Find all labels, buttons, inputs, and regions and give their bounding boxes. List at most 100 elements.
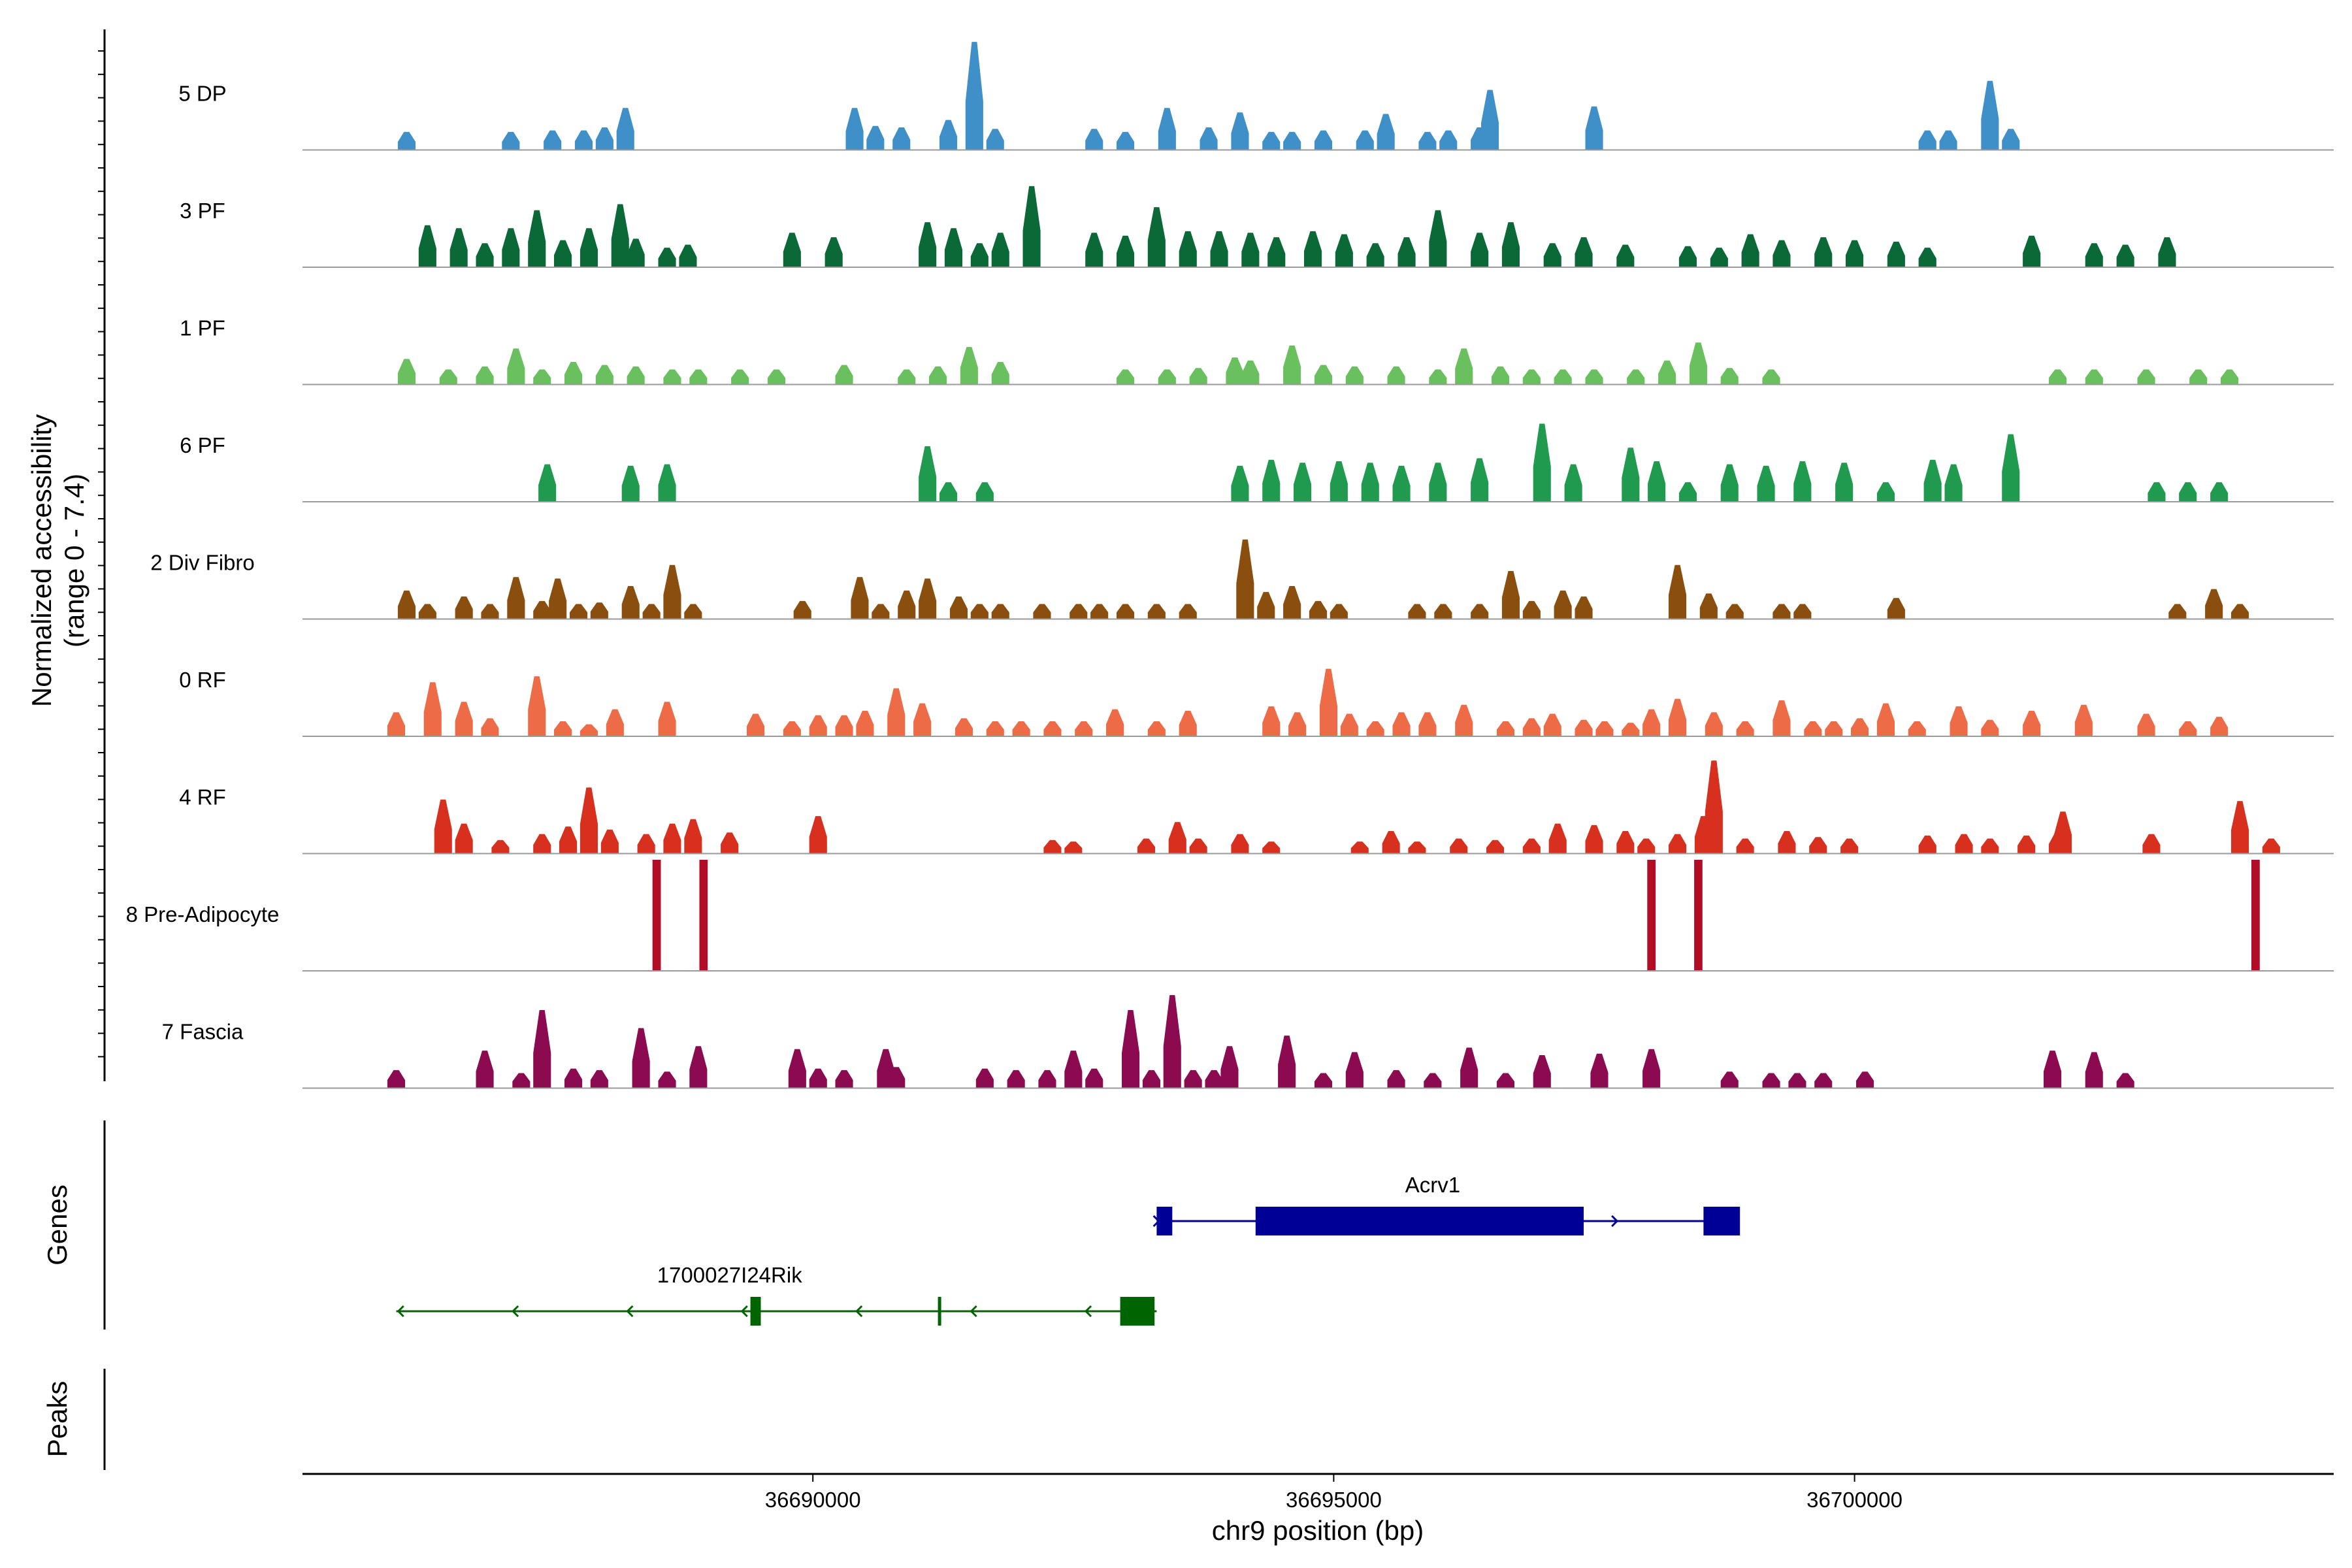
coverage-peak: [1809, 837, 1827, 854]
coverage-peak: [1471, 233, 1489, 267]
coverage-peak: [2023, 235, 2041, 267]
gene-1700027i24rik: 1700027I24Rik: [396, 1263, 1157, 1326]
coverage-peak: [533, 834, 551, 854]
coverage-peak: [481, 718, 499, 736]
coverage-peak: [580, 724, 598, 736]
coverage-peak: [955, 718, 973, 736]
coverage-peak: [939, 482, 958, 502]
coverage-peak: [1804, 721, 1822, 736]
coverage-peak: [533, 600, 551, 619]
coverage-peak: [1434, 604, 1452, 619]
coverage-tracks: 5 DP 3 PF 1 PF 6 PF 2 Div Fibro 0 RF 4 RF 8 Pre…: [126, 42, 2334, 1089]
x-axis-title: chr9 position (bp): [1212, 1515, 1424, 1546]
coverage-peak: [1038, 1070, 1056, 1088]
coverage-peak: [1678, 246, 1697, 267]
coverage-peak: [835, 1070, 853, 1088]
coverage-peak: [1876, 703, 1895, 736]
coverage-peak: [1064, 841, 1083, 854]
coverage-peak: [1736, 838, 1754, 854]
gene-label-1700027i24rik: 1700027I24Rik: [657, 1263, 803, 1287]
coverage-peak: [1340, 713, 1358, 736]
coverage-peak: [1147, 604, 1166, 619]
coverage-peak: [898, 369, 916, 385]
coverage-peak: [1392, 465, 1411, 502]
track-label-8-pre-adipocyte: 8 Pre-Adipocyte: [126, 902, 280, 926]
coverage-peak: [1330, 604, 1348, 619]
coverage-peak: [1762, 1073, 1780, 1088]
coverage-peak: [1793, 604, 1812, 619]
coverage-peak: [1637, 838, 1656, 854]
coverage-peak: [590, 1070, 608, 1088]
x-tick-label: 36695000: [1286, 1488, 1382, 1512]
coverage-peak: [939, 120, 958, 150]
strand-chevron: [970, 1305, 977, 1318]
coverage-peak: [559, 826, 578, 854]
coverage-peak: [1710, 248, 1728, 267]
coverage-peak: [965, 42, 983, 150]
coverage-peak: [397, 131, 416, 150]
coverage-peak: [1944, 464, 1963, 502]
coverage-peak: [1575, 719, 1593, 736]
coverage-peak: [606, 709, 624, 736]
coverage-peak: [1501, 222, 1520, 267]
gene-acrv1: Acrv1: [1152, 1173, 1740, 1235]
genes-panel-label: Genes: [42, 1184, 73, 1266]
coverage-peak: [663, 564, 681, 619]
coverage-peak: [1955, 834, 1973, 854]
coverage-peak: [1522, 718, 1541, 736]
coverage-peak: [1158, 108, 1176, 150]
coverage-peak: [580, 228, 598, 267]
coverage-peak: [533, 369, 551, 385]
coverage-peak: [1168, 822, 1186, 854]
coverage-peak: [1424, 1073, 1442, 1088]
coverage-peak: [1699, 593, 1718, 619]
coverage-peak: [1585, 825, 1603, 854]
track-8-pre-adipocyte: 8 Pre-Adipocyte: [126, 860, 2334, 972]
coverage-peak: [1122, 1010, 1140, 1088]
coverage-peak: [835, 715, 853, 736]
coverage-peak: [809, 816, 827, 854]
coverage-peak: [1950, 706, 1968, 736]
coverage-peak: [1762, 369, 1780, 385]
coverage-peak: [1366, 721, 1384, 736]
y-axis-title-line1: Normalized accessibility: [26, 414, 57, 707]
coverage-peak: [1554, 590, 1572, 619]
coverage-peak: [919, 446, 937, 502]
coverage-peak: [2179, 721, 2197, 736]
coverage-peak: [1137, 838, 1155, 854]
y-axis-title-line2: (range 0 - 7.4): [59, 474, 90, 647]
coverage-peak: [580, 787, 598, 854]
coverage-peak: [1918, 248, 1936, 267]
coverage-peak: [1757, 465, 1775, 502]
coverage-peak: [2251, 860, 2260, 971]
coverage-peak: [1366, 243, 1384, 267]
coverage-peak: [632, 1028, 650, 1088]
coverage-peak: [1736, 721, 1754, 736]
coverage-peak: [1772, 604, 1791, 619]
coverage-peak: [1043, 840, 1062, 854]
coverage-peak: [1471, 458, 1489, 502]
coverage-peak: [986, 721, 1004, 736]
coverage-peak: [898, 590, 916, 619]
coverage-peak: [549, 578, 567, 619]
coverage-peak: [1408, 604, 1426, 619]
coverage-peak: [1267, 237, 1286, 267]
coverage-peak: [1554, 369, 1572, 385]
coverage-peak: [1231, 465, 1249, 502]
coverage-peak: [595, 127, 613, 150]
coverage-peak: [455, 702, 473, 736]
coverage-peak: [2048, 369, 2066, 385]
coverage-peak: [397, 590, 416, 619]
coverage-peak: [1319, 668, 1337, 736]
coverage-peak: [866, 125, 885, 150]
coverage-peak: [1533, 1055, 1551, 1088]
coverage-peak: [1689, 342, 1707, 385]
coverage-peak: [476, 366, 494, 385]
coverage-peak: [887, 688, 906, 736]
coverage-peak: [731, 369, 749, 385]
exon: [1703, 1207, 1740, 1235]
coverage-peak: [1075, 721, 1093, 736]
coverage-peak: [1585, 106, 1603, 150]
coverage-peak: [1090, 604, 1109, 619]
coverage-peak: [1772, 700, 1791, 736]
